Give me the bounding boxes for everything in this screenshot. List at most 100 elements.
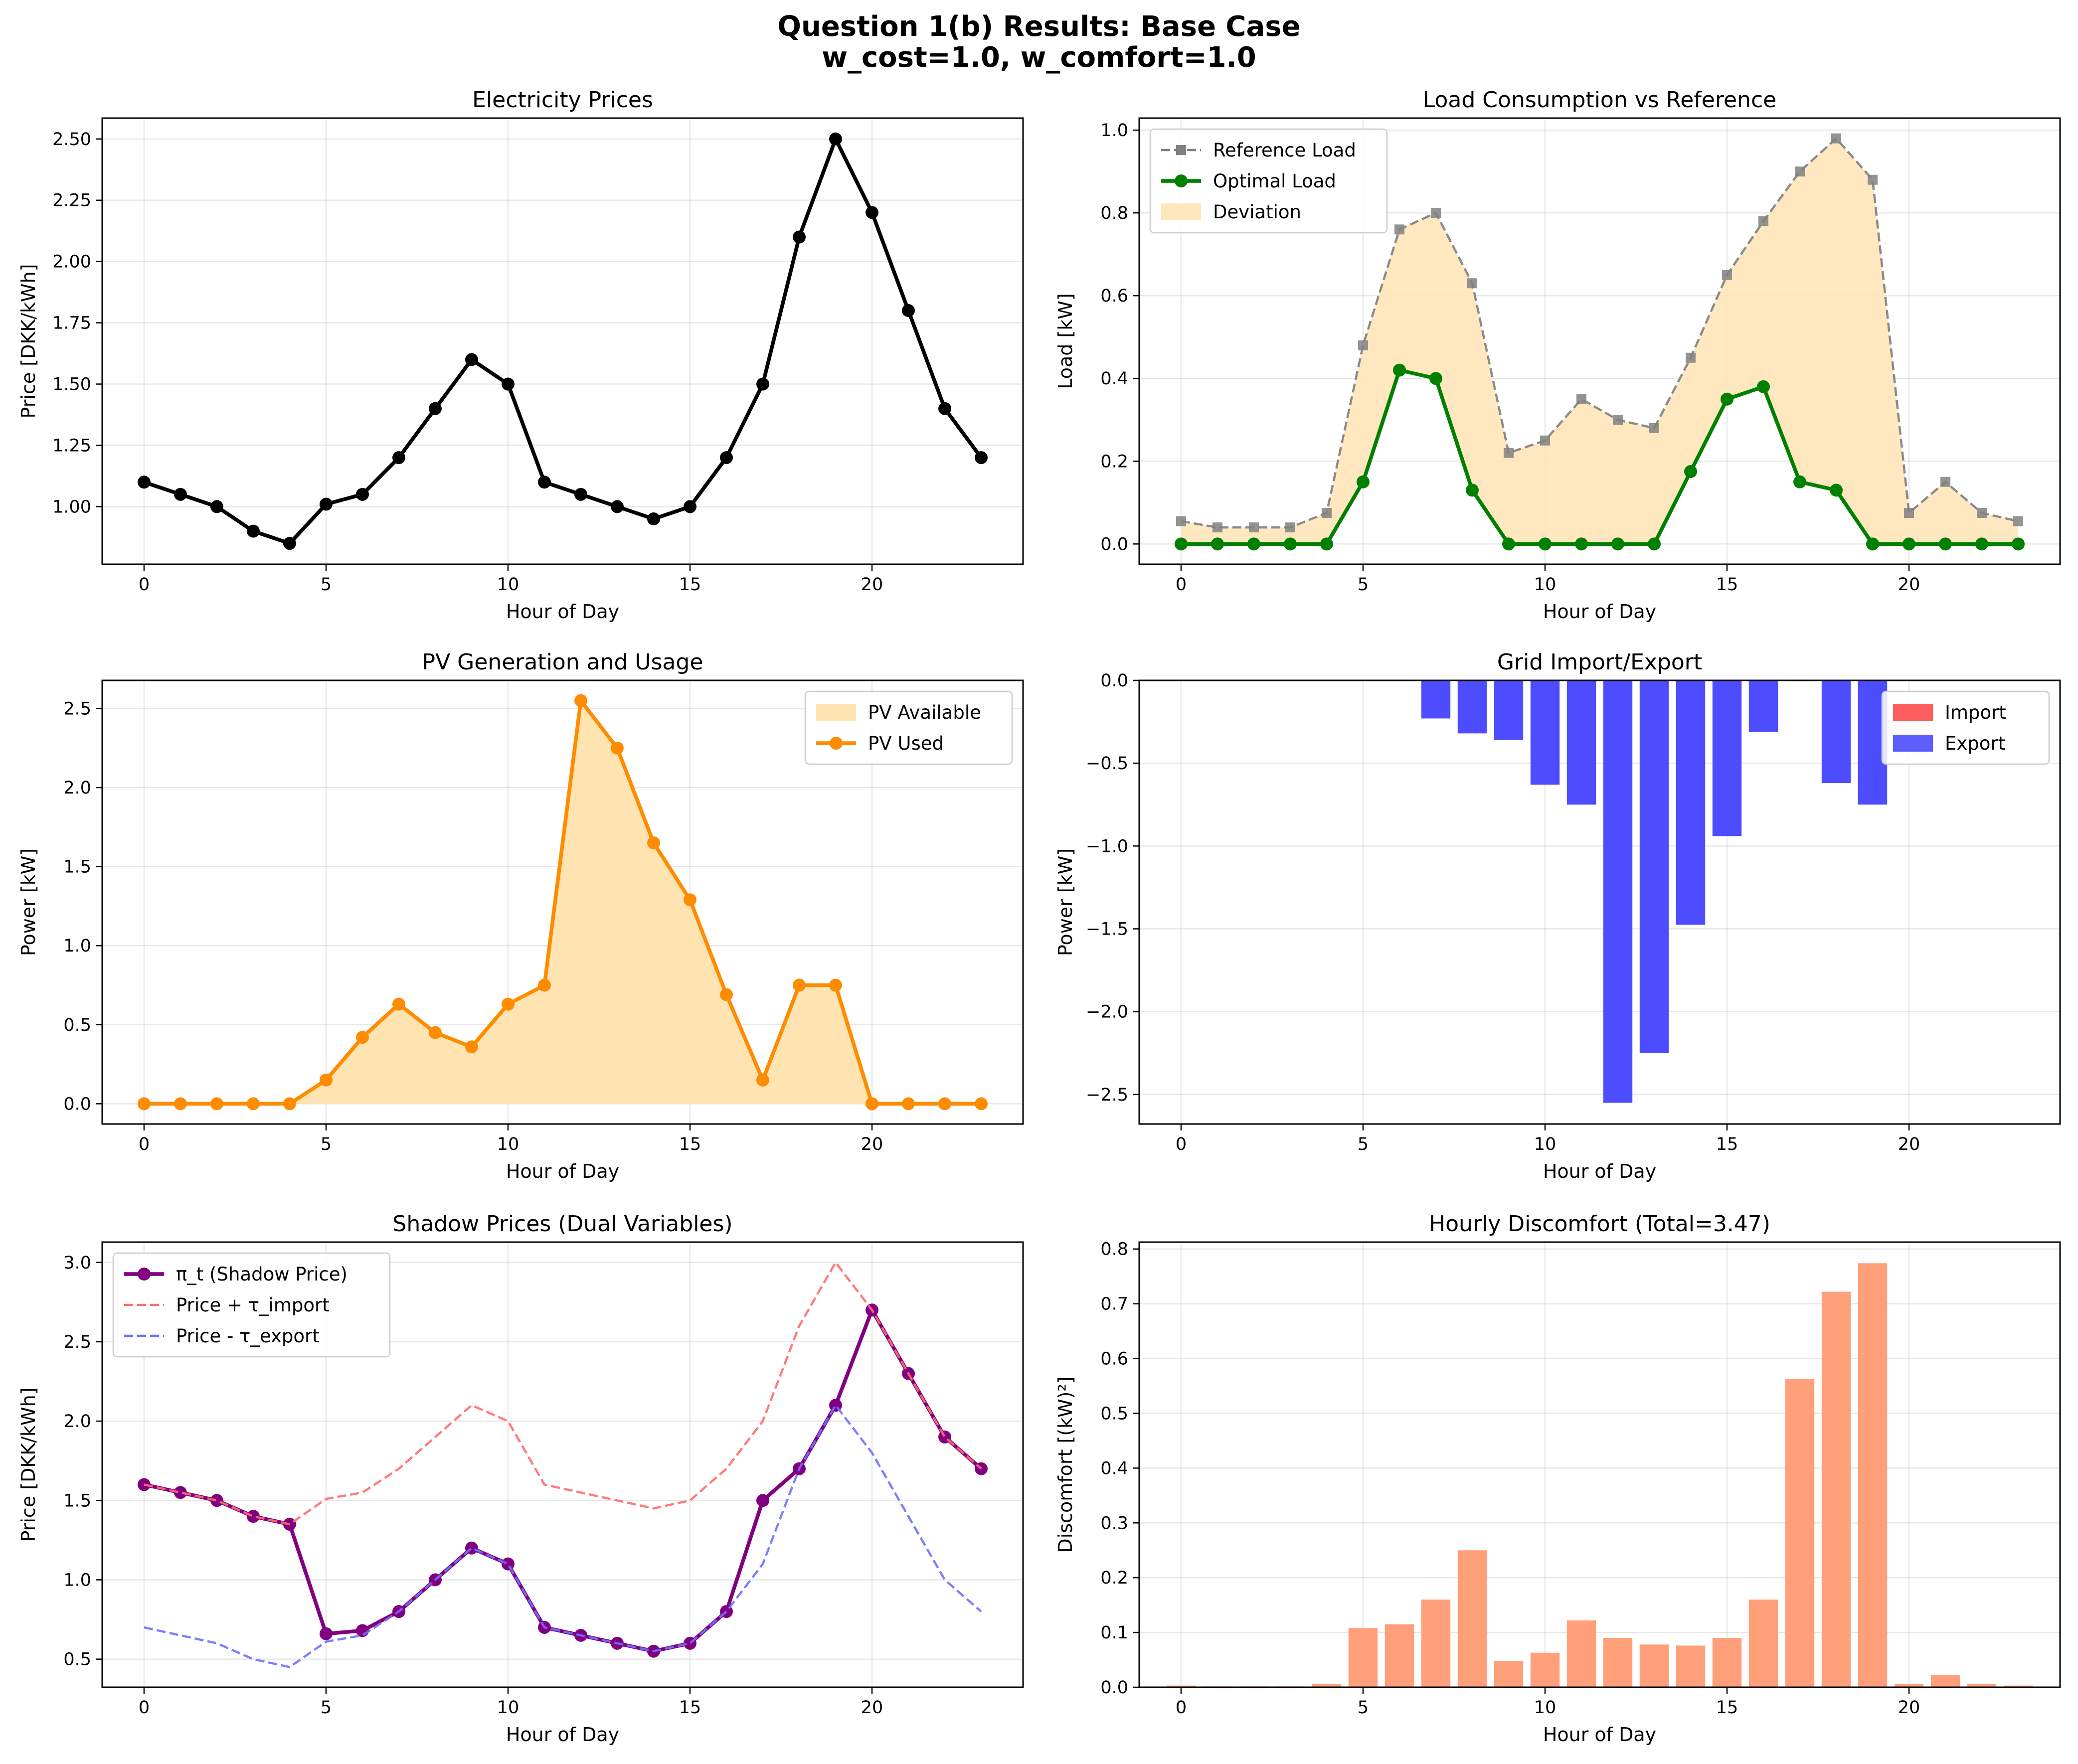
data-point <box>574 694 588 707</box>
data-point <box>611 500 624 513</box>
export-bar <box>1421 680 1451 719</box>
y-tick-label: 2.0 <box>63 1412 91 1432</box>
data-point <box>428 1026 442 1039</box>
legend-label: π_t (Shadow Price) <box>176 1264 347 1285</box>
y-tick-label: 2.00 <box>52 252 91 272</box>
data-point <box>574 487 588 501</box>
discomfort-bar <box>1894 1684 1924 1687</box>
discomfort-bar <box>1712 1638 1742 1687</box>
export-bar <box>1712 680 1742 836</box>
y-tick-label: 3.0 <box>63 1253 91 1273</box>
legend-box <box>1149 128 1388 234</box>
y-tick-label: 0.0 <box>1100 534 1128 554</box>
figure-title-line1: Question 1(b) Results: Base Case <box>777 10 1300 43</box>
data-point <box>1975 537 1989 551</box>
y-tick-label: 2.0 <box>63 778 91 798</box>
x-tick-label: 5 <box>321 1134 332 1154</box>
x-tick-label: 10 <box>1534 575 1557 595</box>
axes-title: Grid Import/Export <box>1497 649 1702 675</box>
data-point <box>501 997 515 1011</box>
y-tick-label: 0.4 <box>1100 369 1128 389</box>
data-point <box>684 500 697 513</box>
data-point <box>684 893 697 907</box>
data-point <box>537 978 551 992</box>
chart-grid: 0 5 10 15 20 0.0 −0.5 −1.0 −1.5 −2.0 −2.5 Grid Impo… <box>1054 649 2061 1182</box>
data-point <box>793 230 806 244</box>
x-axis-label: Hour of Day <box>1543 601 1656 623</box>
y-tick-label: 0.4 <box>1100 1458 1128 1478</box>
x-tick-label: 15 <box>679 1698 701 1718</box>
data-point <box>829 132 843 146</box>
x-tick-label: 10 <box>497 1698 520 1718</box>
data-point <box>501 1557 515 1571</box>
discomfort-bar <box>1312 1684 1342 1687</box>
data-point <box>866 1097 879 1111</box>
data-point <box>1174 537 1188 551</box>
legend-swatch-marker <box>1176 145 1186 155</box>
data-point <box>1212 522 1222 533</box>
x-tick-label: 15 <box>1716 1698 1738 1718</box>
legend-label: PV Available <box>868 702 981 723</box>
legend: Import Export <box>1881 690 2050 765</box>
legend: PV Available PV Used <box>804 690 1013 765</box>
axes-frame <box>1138 117 2061 565</box>
data-point <box>2013 516 2024 526</box>
data-point <box>793 978 806 992</box>
data-point <box>1684 465 1698 479</box>
plot-area <box>102 118 1023 564</box>
data-point <box>1211 537 1224 551</box>
legend-label: PV Used <box>868 733 944 754</box>
data-point <box>210 500 223 513</box>
axes-title: Electricity Prices <box>472 87 653 113</box>
data-point <box>355 487 369 501</box>
x-axis-label: Hour of Day <box>506 1724 619 1746</box>
y-tick-label: 0.5 <box>1100 1404 1128 1424</box>
axes-title: Shadow Prices (Dual Variables) <box>392 1211 732 1237</box>
data-point <box>319 1073 333 1087</box>
data-point <box>1830 483 1843 497</box>
pv-available-area <box>144 700 982 1104</box>
axes-title: Load Consumption vs Reference <box>1423 87 1776 113</box>
ticks: 0 5 10 15 20 0.0 0.1 0.2 0.3 0.4 0.5 0.6 0.7 0.8 <box>1100 1240 1920 1718</box>
data-point <box>428 402 442 415</box>
legend-box <box>804 690 1013 765</box>
x-tick-label: 0 <box>139 1134 150 1154</box>
x-tick-label: 5 <box>1358 1134 1369 1154</box>
data-point <box>1611 537 1625 551</box>
export-bar <box>1639 680 1669 1053</box>
data-point <box>902 1097 915 1111</box>
data-point <box>938 1097 952 1111</box>
data-point <box>283 537 296 550</box>
export-bar <box>1821 680 1851 784</box>
x-tick-label: 10 <box>497 1134 520 1154</box>
data-point <box>720 451 733 465</box>
data-point <box>1430 208 1441 218</box>
data-point <box>246 1510 260 1523</box>
x-tick-label: 15 <box>679 1134 701 1154</box>
data-point <box>2012 537 2025 551</box>
y-tick-label: 0.5 <box>63 1650 91 1670</box>
discomfort-bar <box>1821 1291 1851 1687</box>
data-point <box>1977 508 1987 518</box>
y-tick-label: 1.50 <box>52 375 91 395</box>
data-point <box>1285 522 1295 533</box>
grid-lines <box>102 118 1023 564</box>
chart-shadow: 0 5 10 15 20 0.5 1.0 1.5 2.0 2.5 3.0 Shadow Prices … <box>17 1211 1024 1746</box>
data-point <box>465 1040 478 1054</box>
x-tick-label: 0 <box>139 575 150 595</box>
series-marks <box>137 694 988 1111</box>
data-point <box>1758 216 1769 226</box>
export-bar <box>1676 680 1706 925</box>
data-point <box>1686 352 1696 363</box>
y-tick-label: −1.5 <box>1086 920 1128 940</box>
axes-title: PV Generation and Usage <box>422 649 703 675</box>
data-point <box>1721 392 1734 406</box>
y-tick-label: 0.2 <box>1100 452 1128 472</box>
legend: π_t (Shadow Price) Price + τ_import Price … <box>112 1252 391 1358</box>
data-point <box>1358 340 1368 350</box>
series-line-1 <box>144 1261 982 1526</box>
data-point <box>1394 224 1404 235</box>
x-tick-label: 0 <box>1176 575 1187 595</box>
discomfort-bar <box>1785 1379 1815 1687</box>
discomfort-bar <box>1930 1675 1960 1687</box>
